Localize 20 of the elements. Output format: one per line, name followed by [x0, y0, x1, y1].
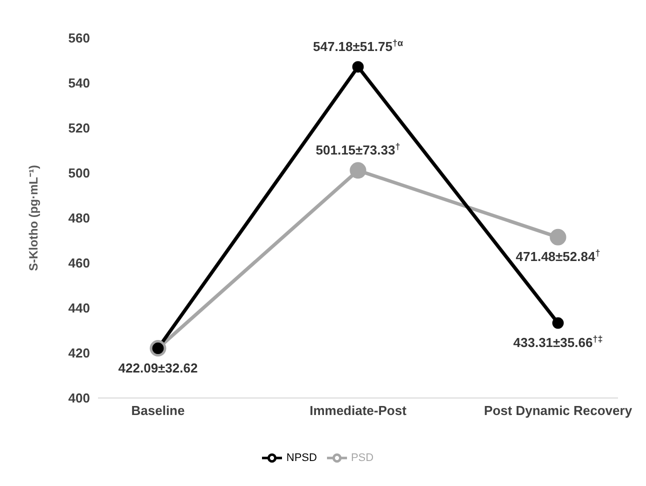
- data-label: 422.09±32.62: [118, 360, 198, 376]
- x-tick-label: Baseline: [131, 403, 185, 418]
- y-tick-label: 520: [68, 120, 90, 136]
- y-tick-label: 400: [68, 390, 90, 406]
- x-tick-label: Post Dynamic Recovery: [484, 403, 633, 418]
- data-label: 501.15±73.33$^{†}$: [316, 141, 400, 158]
- y-tick-label: 420: [68, 346, 90, 361]
- data-label: 433.31±35.66$^{†‡}$: [513, 334, 603, 350]
- y-tick-label: 500: [68, 166, 90, 181]
- y-tick-label: 460: [68, 256, 90, 271]
- x-tick-label: Immediate-Post: [310, 403, 408, 418]
- y-axis-title: S-Klotho (pg·mL⁻¹): [26, 165, 40, 271]
- y-tick-label: 540: [68, 76, 90, 91]
- y-tick-label: 560: [68, 30, 90, 46]
- data-label: 547.18±51.75$^{†α}$: [313, 38, 404, 54]
- legend-label: PSD: [350, 452, 374, 464]
- y-tick-label: 440: [68, 300, 90, 316]
- y-tick-label: 480: [68, 210, 90, 226]
- legend-label: NPSD: [286, 452, 317, 464]
- data-label: 471.48±52.84$^{†}$: [516, 248, 600, 264]
